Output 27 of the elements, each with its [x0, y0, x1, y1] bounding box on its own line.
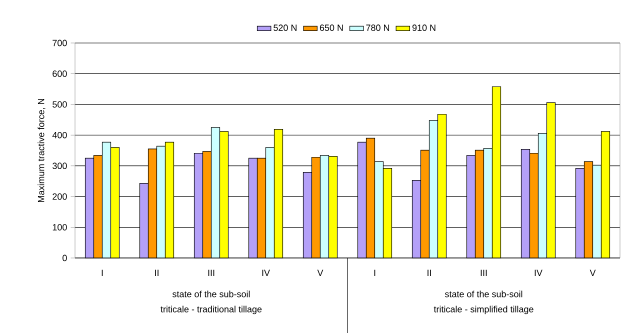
text: state of the sub-soil [172, 290, 250, 298]
y-tick-label: 500 [52, 101, 67, 108]
y-tick-label: 400 [52, 132, 67, 138]
y-axis-title: Maximum tractive force, N [38, 98, 46, 202]
x-tick-label: IV [534, 270, 542, 276]
y-tick-label: 200 [52, 193, 67, 200]
x-tick-label: II [428, 270, 431, 276]
x-tick-label: V [590, 270, 596, 276]
y-tick-label: 300 [52, 162, 67, 170]
legend-label: 520 N [274, 24, 296, 31]
text: triticale - traditional tillage [160, 306, 262, 314]
x-tick-label: III [208, 270, 214, 276]
x-tick-label: I [102, 270, 103, 276]
legend-label: 910 N [412, 24, 436, 31]
x-tick-label: I [374, 270, 376, 276]
y-tick-label: 600 [52, 70, 67, 77]
y-tick-label: 700 [52, 40, 67, 46]
text: state of the sub-soil [444, 290, 522, 298]
x-tick-label: III [480, 270, 487, 276]
legend-label: 650 N [320, 24, 343, 31]
x-tick-label: V [317, 270, 324, 276]
y-tick-label: 100 [52, 224, 67, 230]
text: triticale - simplified tillage [434, 306, 534, 314]
legend-label: 780 N [366, 24, 390, 31]
x-tick-label: II [155, 270, 158, 276]
x-tick-label: IV [262, 270, 270, 276]
y-tick-label: 0 [62, 254, 67, 262]
